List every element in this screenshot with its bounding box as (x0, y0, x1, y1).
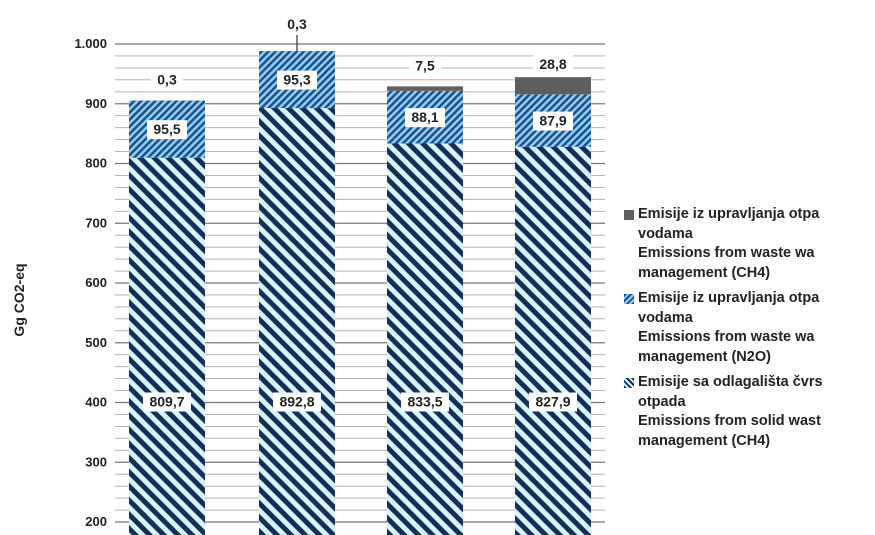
data-label: 892,8 (279, 394, 314, 410)
data-label: 0,3 (157, 71, 177, 87)
data-label: 827,9 (535, 394, 570, 410)
legend-swatch-blue-pattern (624, 294, 634, 304)
bar-segment-series-0 (129, 157, 205, 535)
y-tick-label: 600 (85, 275, 107, 290)
data-label-background (273, 392, 321, 412)
legend-text: Emisije sa odlagališta čvrs (638, 374, 823, 390)
y-tick-label: 200 (85, 514, 107, 529)
data-label: 809,7 (149, 394, 184, 410)
data-label: 95,5 (153, 121, 180, 137)
data-label-background (405, 108, 445, 128)
bar-segment-series-0 (515, 146, 591, 535)
legend-text: management (CH4) (638, 432, 771, 449)
y-tick-label: 500 (85, 335, 107, 350)
legend-text: vodama (638, 309, 693, 326)
y-axis: 200 300 400 500 600 700 800 900 1.000 (74, 36, 107, 529)
legend-text: Emisije iz upravljanja otpa (638, 290, 820, 306)
data-label-background (529, 392, 577, 412)
data-label-background (533, 55, 573, 75)
data-label-background (151, 70, 183, 90)
y-tick-label: 400 (85, 395, 107, 410)
bar-segment-series-2 (387, 86, 463, 91)
data-label-background (143, 392, 191, 412)
legend-item-solid-waste-ch4: Emisije sa odlagališta čvrs otpada Emiss… (622, 373, 875, 451)
y-tick-label: 900 (85, 96, 107, 111)
legend-text: Emissions from waste wa (638, 245, 815, 261)
legend-text: vodama (638, 225, 693, 242)
y-tick-label: 800 (85, 156, 107, 171)
legend-text: Emissions from waste wa (638, 329, 815, 345)
y-tick-label: 700 (85, 215, 107, 230)
y-tick-label: 1.000 (74, 36, 107, 51)
data-label-background (147, 120, 187, 140)
data-label-background (533, 111, 573, 131)
legend-swatch-gray (624, 210, 634, 220)
data-label-background (401, 392, 449, 412)
bar-segment-series-0 (387, 143, 463, 535)
data-label: 88,1 (411, 109, 438, 125)
legend-text: Emisije iz upravljanja otpa (638, 206, 820, 222)
legend-text: Emissions from solid wast (638, 413, 821, 429)
data-label: 87,9 (539, 113, 566, 129)
legend-text: management (CH4) (638, 264, 771, 281)
data-label-background (409, 56, 441, 76)
y-axis-label: Gg CO2-eq (11, 263, 27, 336)
bar-segment-series-0 (259, 108, 335, 535)
data-label-background (281, 14, 313, 34)
legend-item-wastewater-n2o: Emisije iz upravljanja otpa vodama Emiss… (622, 289, 875, 367)
data-label: 28,8 (539, 56, 566, 72)
bars (129, 50, 591, 535)
data-label-background (277, 70, 317, 90)
y-tick-label: 300 (85, 454, 107, 469)
data-label: 833,5 (407, 394, 442, 410)
bar-segment-series-2 (515, 77, 591, 95)
legend: Emisije iz upravljanja otpa vodama Emiss… (622, 205, 875, 457)
legend-text: otpada (638, 393, 686, 410)
data-labels: 809,7 95,5 0,3 892,8 95,3 0,3 833,5 88,1 7,5 827,… (143, 14, 577, 412)
data-label: 0,3 (287, 16, 307, 32)
data-label: 7,5 (415, 57, 435, 73)
data-label: 95,3 (283, 72, 310, 88)
legend-text: management (N2O) (638, 348, 771, 365)
legend-item-wastewater-ch4: Emisije iz upravljanja otpa vodama Emiss… (622, 205, 875, 283)
legend-swatch-stripes (624, 378, 634, 388)
